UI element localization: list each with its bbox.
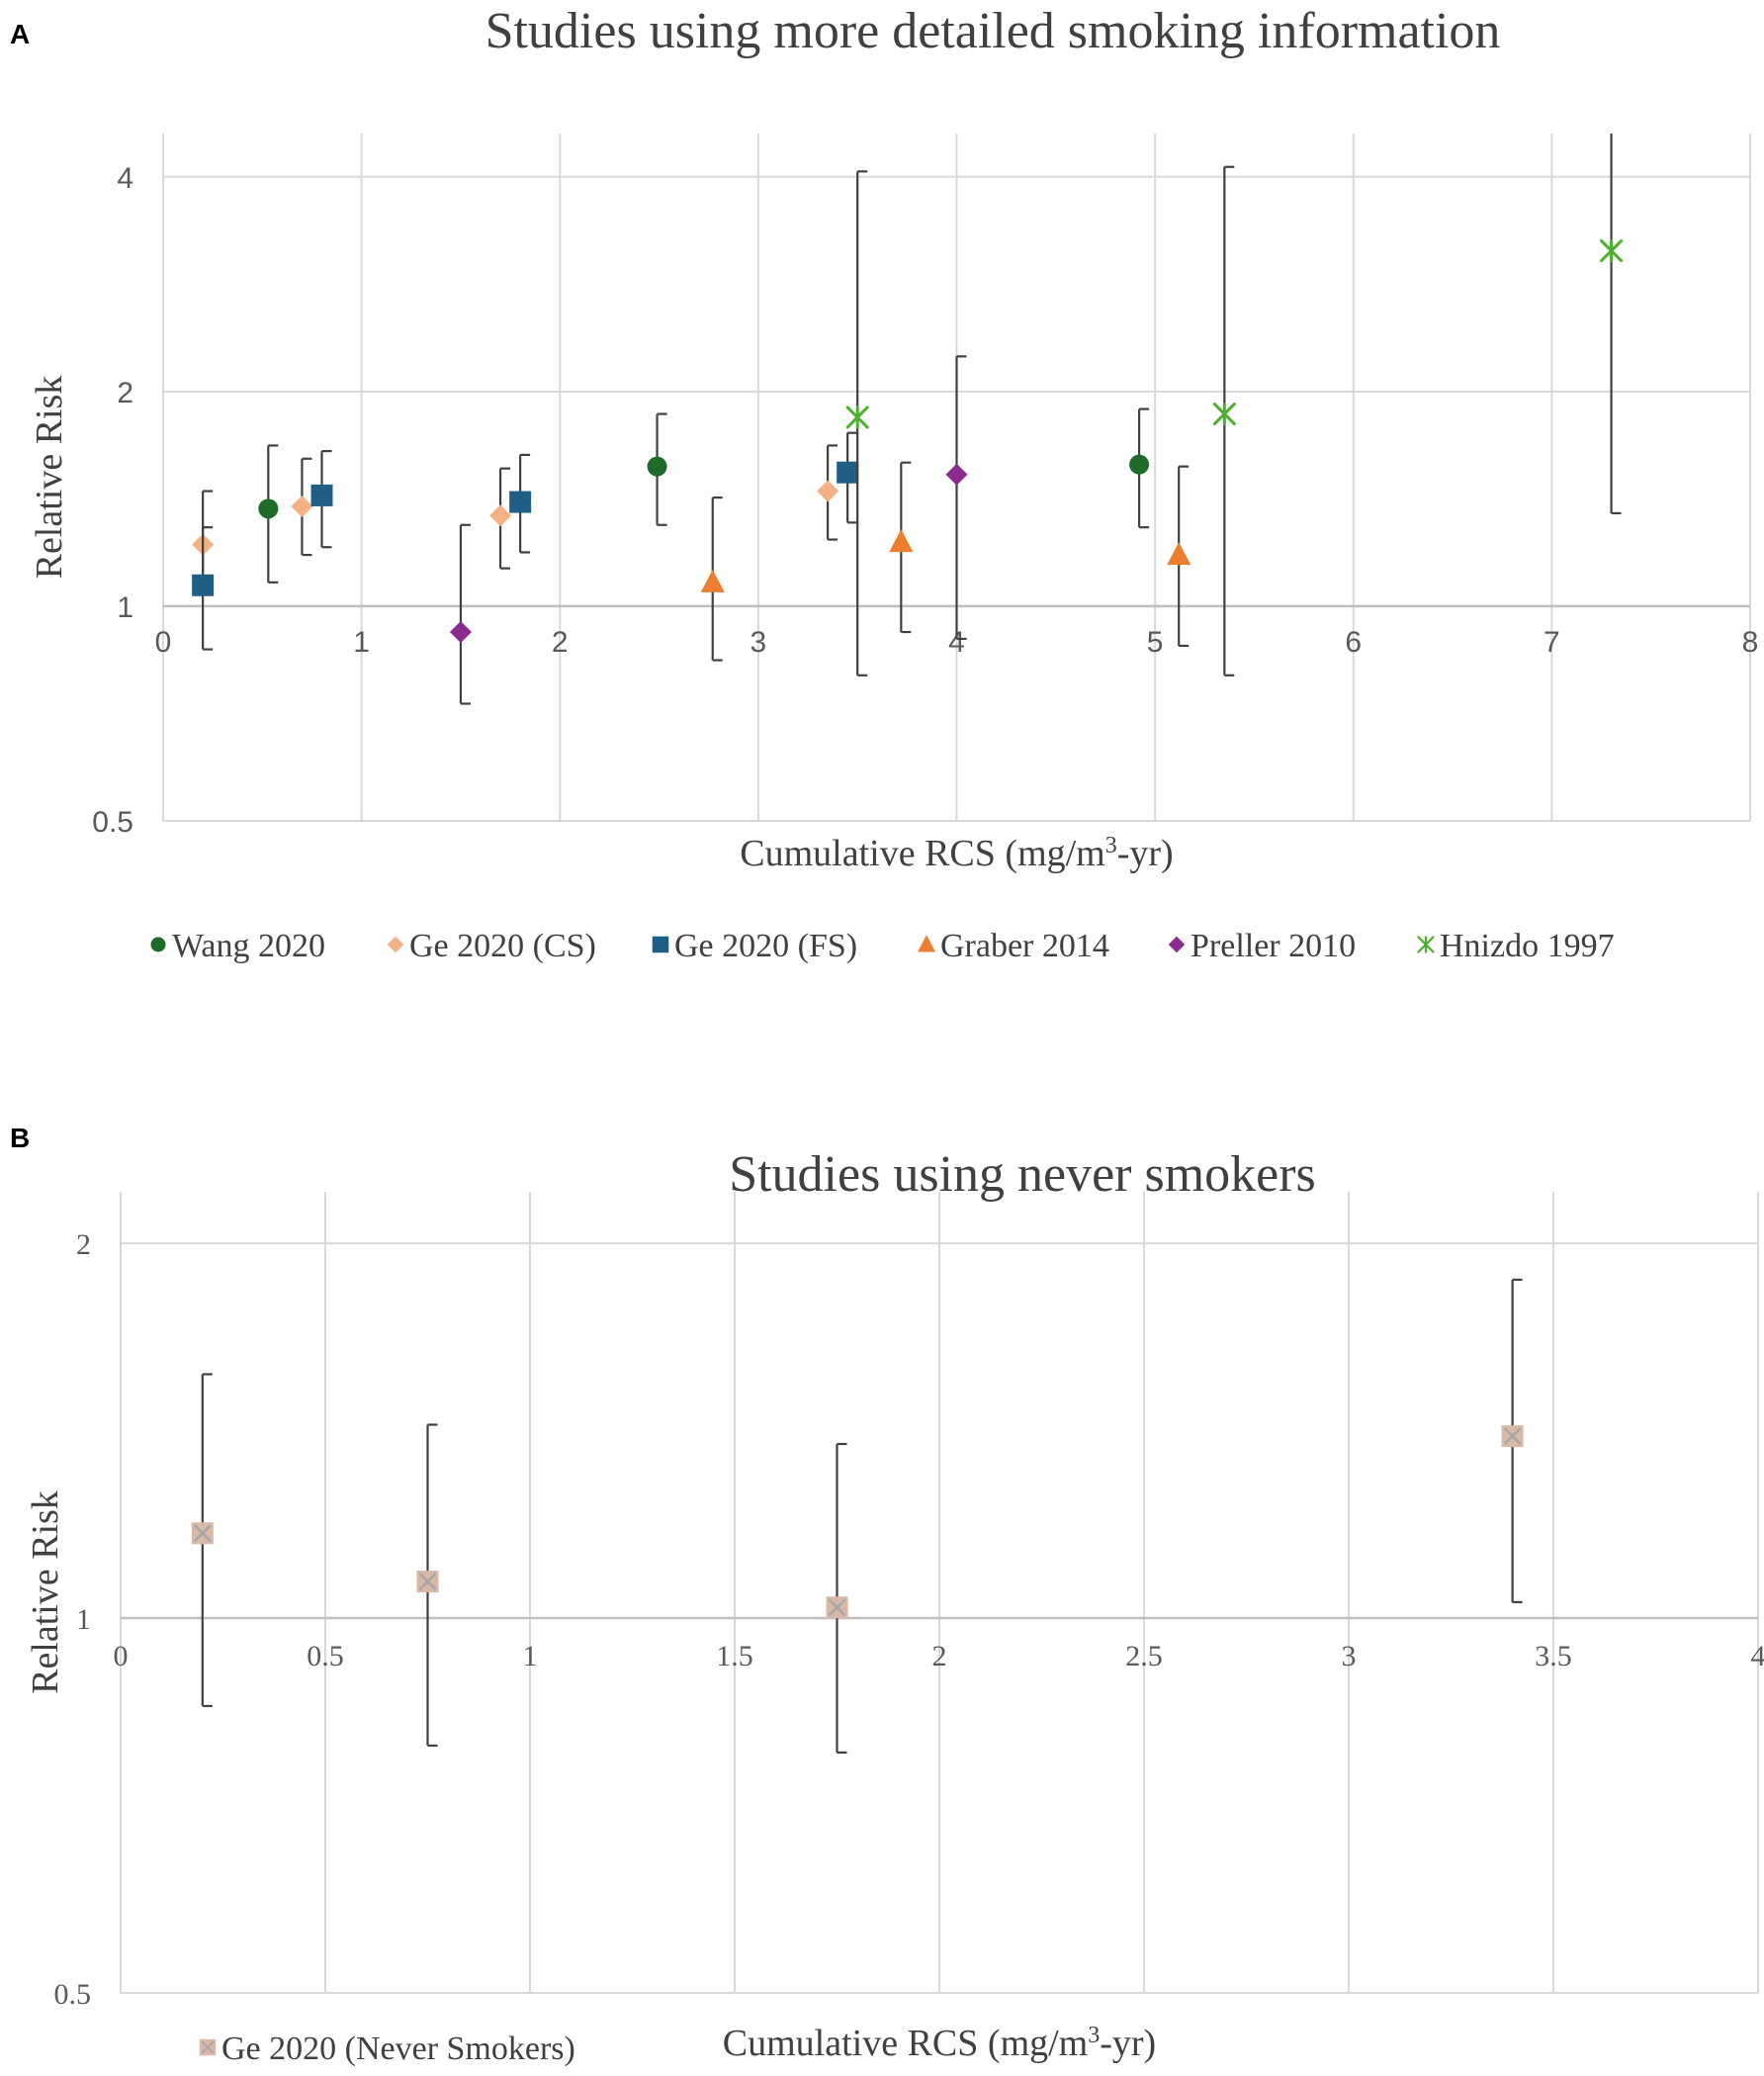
x-tick-label: 3.5 [1535,1640,1572,1672]
x-tick-label: 7 [1544,626,1560,659]
x-tick-label: 3 [750,626,767,659]
series-preller-2010 [449,355,968,705]
data-point [647,456,667,477]
x-tick-label: 4 [948,626,965,659]
data-point [1501,1425,1524,1448]
x-tick-label: 4 [1751,1640,1764,1672]
data-point [945,463,968,486]
data-point [310,484,333,506]
data-point [489,504,512,527]
x-tick-label: 0 [114,1640,129,1672]
error-bar [955,355,967,641]
x-tick-label: 6 [1345,626,1362,659]
legend-marker [1417,936,1435,953]
panel-label: A [10,19,30,49]
legend-marker [918,935,935,952]
data-point [192,574,215,596]
data-point [837,461,859,484]
x-tick-label: 0 [155,626,172,659]
panel-label: B [10,1123,30,1153]
series-ge-2020-never-smokers- [191,1278,1524,1754]
x-tick-label: 5 [1147,626,1164,659]
legend-label: Ge 2020 (CS) [409,928,596,964]
legend-label: Wang 2020 [172,928,325,964]
x-tick-label: 2 [932,1640,947,1672]
data-point [1167,542,1191,566]
error-bar [459,523,471,705]
series-wang-2020 [258,407,1150,584]
legend-label: Preller 2010 [1191,928,1356,964]
data-point [826,1596,848,1619]
legend-marker [199,2038,217,2056]
x-tick-label: 2.5 [1125,1640,1163,1672]
data-point [509,491,532,513]
legend-item: Wang 2020 [150,928,325,964]
data-point [1129,454,1150,475]
y-tick-label: 2 [76,1228,91,1261]
legend-label: Graber 2014 [940,928,1109,964]
legend-label: Ge 2020 (FS) [674,928,857,964]
y-tick-label: 4 [117,162,133,195]
y-axis-title: Relative Risk [29,376,70,580]
chart-title: Studies using never smokers [729,1146,1316,1203]
gridlines [120,1192,1759,1994]
error-bar [1610,134,1622,515]
legend-item: Preller 2010 [1168,928,1356,964]
y-tick-label: 1 [117,591,133,624]
data-point [258,498,279,519]
legend-marker [387,936,404,953]
x-tick-label: 0.5 [307,1640,344,1672]
data-point [845,406,869,429]
x-tick-label: 2 [552,626,569,659]
series-graber-2014 [700,461,1191,662]
series-ge-2020-fs- [192,431,859,651]
y-tick-label: 1 [76,1603,91,1636]
legend-marker [1168,936,1186,953]
chart-title: Studies using more detailed smoking info… [485,3,1501,59]
data-point [291,496,313,518]
y-tick-label: 0.5 [92,806,133,839]
legend-item: Ge 2020 (Never Smokers) [199,2031,575,2067]
data-point [889,529,914,553]
y-tick-label: 0.5 [54,1978,92,2011]
legend-item: Hnizdo 1997 [1417,928,1615,964]
legend-marker [150,937,166,952]
legend-marker [652,936,669,953]
data-point [449,621,472,644]
legend-item: Ge 2020 (FS) [652,928,857,964]
legend-label: Ge 2020 (Never Smokers) [221,2031,575,2067]
x-axis-title: Cumulative RCS (mg/m3-yr) [723,2023,1156,2064]
x-axis-title: Cumulative RCS (mg/m3-yr) [740,833,1173,874]
chart-panel-b: B Studies using never smokers 0.5 1 2 0 0.5 1 1.… [10,1123,1764,2067]
data-point [1600,239,1624,263]
series-hnizdo-1997 [845,134,1624,677]
data-point [1212,403,1236,426]
x-tick-label: 3 [1342,1640,1357,1672]
x-tick-label: 1.5 [716,1640,753,1672]
y-axis-title: Relative Risk [25,1490,66,1694]
x-tick-label: 1 [523,1640,538,1672]
data-point [416,1571,439,1593]
legend-item: Ge 2020 (CS) [387,928,596,964]
data-point [191,1522,214,1545]
x-tick-label: 8 [1742,626,1759,659]
legend-item: Graber 2014 [918,928,1109,964]
y-tick-label: 2 [117,377,133,409]
x-tick-label: 1 [353,626,370,659]
legend-label: Hnizdo 1997 [1440,928,1615,964]
chart-panel-a: A Studies using more detailed smoking inf… [10,3,1758,964]
data-point [700,569,725,592]
data-point [817,480,839,502]
